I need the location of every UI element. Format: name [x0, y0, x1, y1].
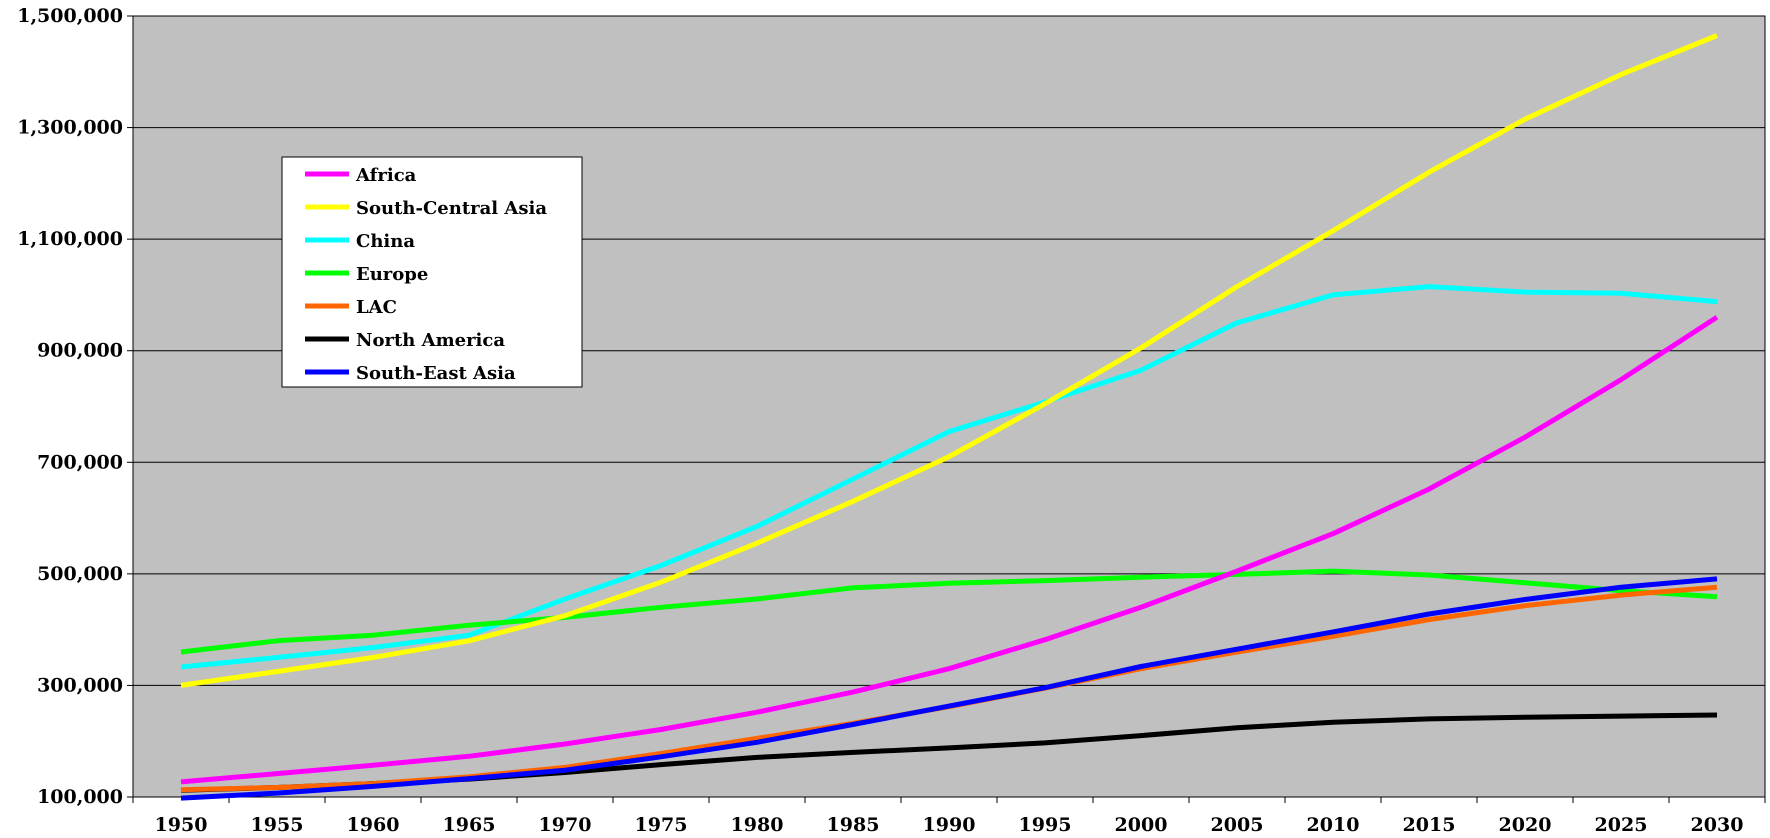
- y-tick-label: 900,000: [37, 340, 123, 362]
- x-axis-ticks: 1950 1955 1960 1965 1970 1975 1980 1985 1990 1995…: [132, 797, 1766, 836]
- y-tick-label: 700,000: [37, 451, 123, 473]
- x-tick-label: 1970: [539, 814, 592, 836]
- legend-label-europe: Europe: [356, 264, 428, 285]
- x-tick-label: 1975: [635, 814, 688, 836]
- x-tick-label: 2025: [1595, 814, 1648, 836]
- y-tick-label: 1,500,000: [17, 5, 123, 27]
- y-tick-label: 300,000: [37, 674, 123, 696]
- series-line-europe: [180, 568, 1718, 655]
- y-tick-label: 1,300,000: [17, 117, 123, 139]
- x-tick-label: 2015: [1403, 814, 1456, 836]
- x-tick-label: 1980: [731, 814, 784, 836]
- y-tick-label: 500,000: [37, 563, 123, 585]
- series-line-south-east-asia: [180, 576, 1718, 801]
- legend-label-china: China: [356, 231, 415, 252]
- series-line-china: [180, 284, 1718, 670]
- legend-label-lac: LAC: [356, 297, 397, 318]
- series-lines: [180, 33, 1719, 801]
- x-tick-label: 1965: [443, 814, 496, 836]
- x-tick-label: 1990: [923, 814, 976, 836]
- legend-label-south-east-asia: South-East Asia: [356, 363, 516, 384]
- x-tick-label: 2010: [1307, 814, 1360, 836]
- legend-label-south-central-asia: South-Central Asia: [356, 198, 547, 219]
- plot-area: [132, 15, 1766, 798]
- x-tick-label: 2030: [1691, 814, 1744, 836]
- legend: Africa South-Central Asia China Europe LAC No…: [281, 156, 583, 388]
- series-line-africa: [180, 315, 1719, 785]
- y-axis-ticks: 100,000 300,000 500,000 700,000 900,000 1,100…: [17, 5, 133, 808]
- x-tick-label: 1985: [827, 814, 880, 836]
- x-tick-label: 2005: [1211, 814, 1264, 836]
- x-tick-label: 1995: [1019, 814, 1072, 836]
- x-tick-label: 1955: [251, 814, 304, 836]
- x-tick-label: 2000: [1115, 814, 1168, 836]
- y-tick-label: 100,000: [37, 786, 123, 808]
- legend-box: [281, 156, 583, 388]
- y-tick-label: 1,100,000: [17, 228, 123, 250]
- x-tick-label: 2020: [1499, 814, 1552, 836]
- legend-label-africa: Africa: [355, 165, 417, 186]
- legend-label-north-america: North America: [356, 330, 505, 351]
- x-tick-label: 1960: [347, 814, 400, 836]
- series-line-south-central-asia: [180, 33, 1718, 688]
- x-tick-label: 1950: [155, 814, 208, 836]
